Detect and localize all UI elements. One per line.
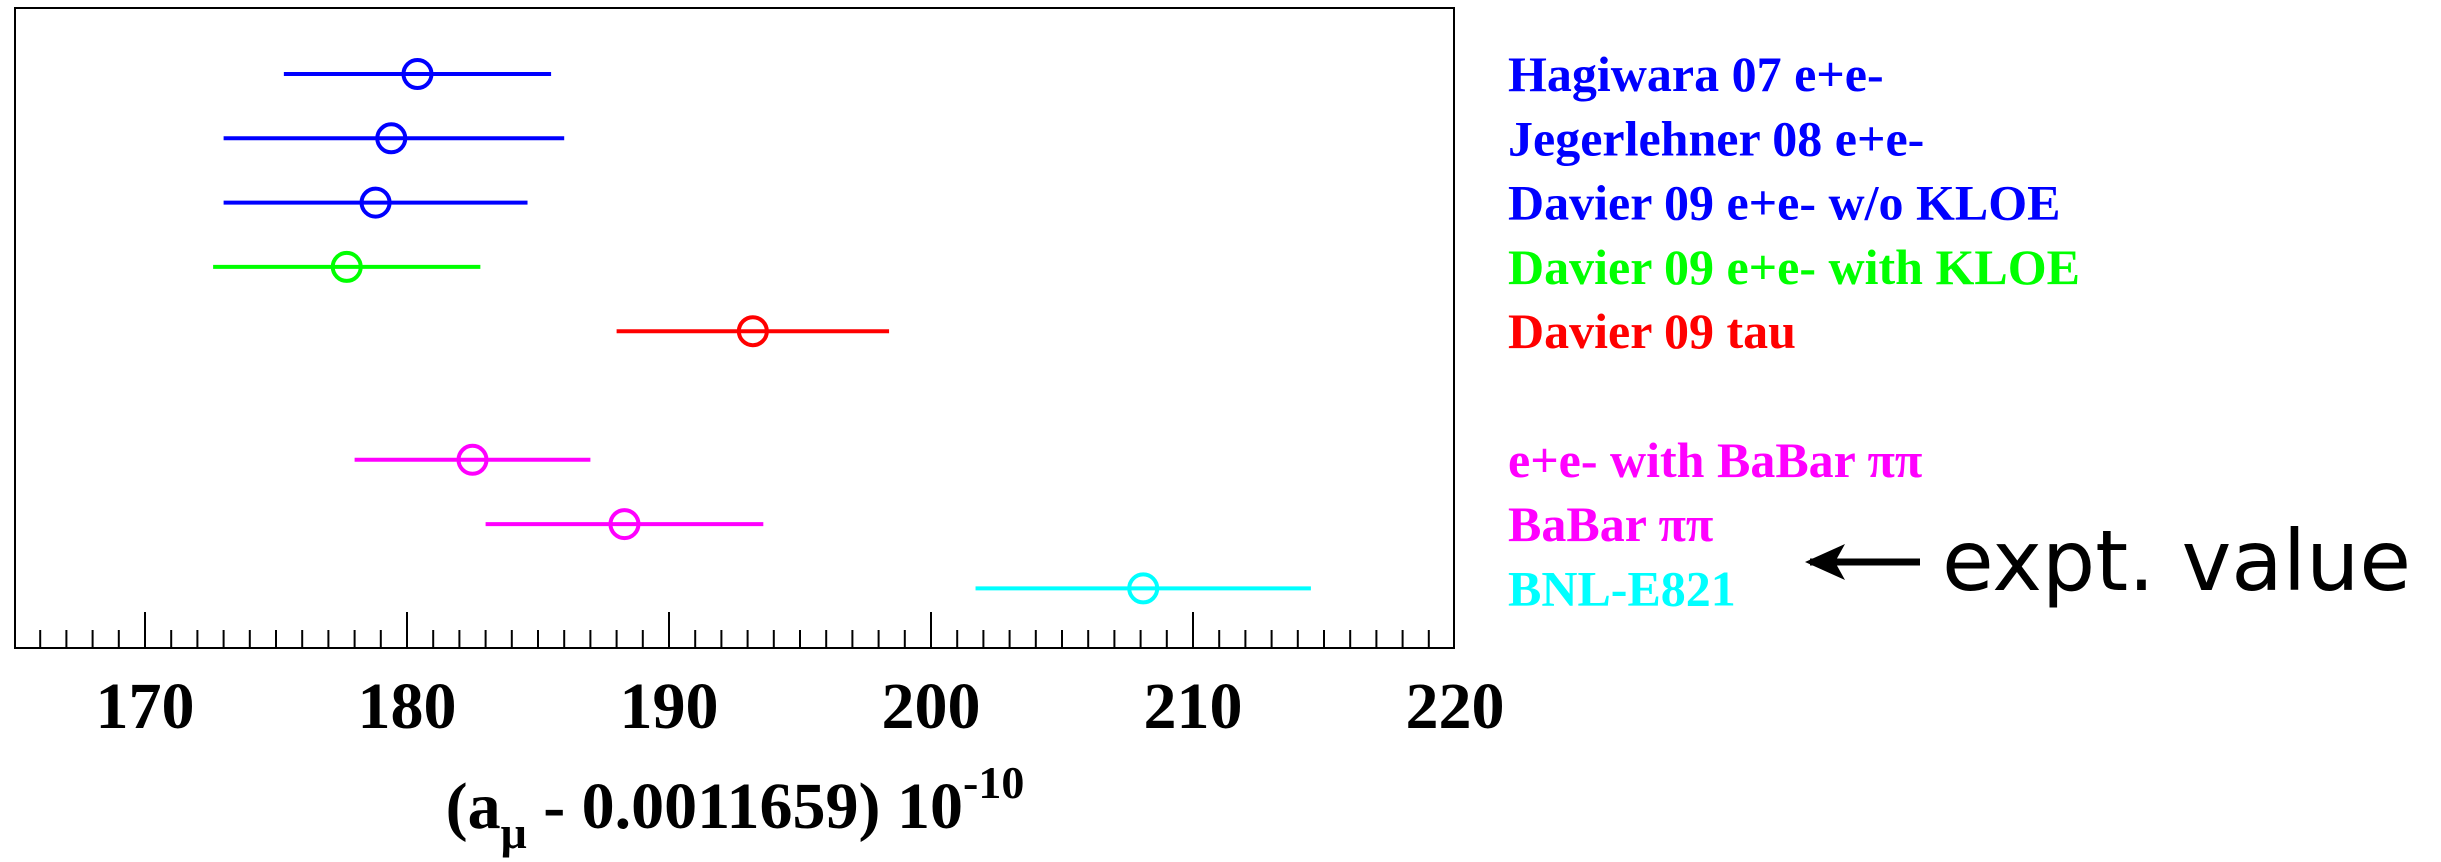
x-axis-title: (aμ - 0.0011659) 10-10 — [446, 757, 1025, 858]
left-arrow-icon — [1805, 544, 1920, 580]
data-point — [456, 443, 489, 476]
data-point — [375, 122, 408, 155]
x-axis-tick-labels: 170 180 190 200 210 220 — [96, 670, 1505, 743]
legend-entry: Davier 09 tau — [1508, 303, 1796, 359]
data-point — [401, 58, 434, 90]
legend-entry: BNL-E821 — [1508, 560, 1736, 616]
x-tick-label: 190 — [620, 670, 719, 743]
legend: Hagiwara 07 e+e- Jegerlehner 08 e+e- Davie… — [1508, 46, 2080, 616]
data-point — [1127, 572, 1160, 605]
legend-entry: Davier 09 e+e- with KLOE — [1508, 239, 2080, 295]
legend-entry: Hagiwara 07 e+e- — [1508, 46, 1884, 102]
data-marks — [213, 58, 1311, 605]
x-axis-ticks — [39, 612, 1430, 648]
legend-entry: e+e- with BaBar ππ — [1508, 432, 1922, 488]
data-point — [608, 508, 641, 541]
plot-frame — [14, 7, 1455, 649]
x-tick-label: 200 — [882, 670, 981, 743]
annotation: expt. value — [1805, 512, 2411, 610]
legend-entry: Jegerlehner 08 e+e- — [1508, 110, 1924, 166]
data-point — [736, 315, 769, 348]
x-tick-label: 170 — [96, 670, 195, 743]
data-point — [330, 250, 363, 283]
x-tick-label: 180 — [358, 670, 457, 743]
annotation-text: expt. value — [1942, 512, 2411, 610]
x-tick-label: 210 — [1144, 670, 1243, 743]
legend-entry: Davier 09 e+e- w/o KLOE — [1508, 175, 2061, 231]
x-tick-label: 220 — [1406, 670, 1505, 743]
data-point — [359, 186, 392, 219]
legend-entry: BaBar ππ — [1508, 496, 1713, 552]
